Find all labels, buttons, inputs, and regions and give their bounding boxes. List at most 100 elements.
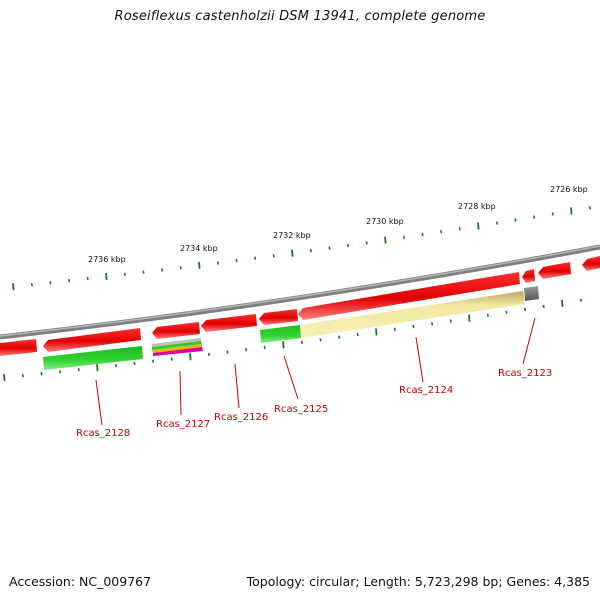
cds-block-yellow[interactable] xyxy=(300,291,525,338)
minor-tick xyxy=(263,345,266,349)
cds-block-multicolor xyxy=(152,338,201,347)
accession-text: Accession: NC_009767 xyxy=(9,574,152,589)
minor-tick xyxy=(21,374,24,378)
gene-arrow[interactable] xyxy=(0,339,37,356)
major-tick xyxy=(189,353,192,361)
kbp-label-2734: 2734 kbp xyxy=(180,244,218,253)
cds-block-multicolor xyxy=(153,347,203,356)
minor-tick xyxy=(133,361,136,366)
minor-tick xyxy=(152,359,155,363)
minor-tick xyxy=(207,352,210,357)
major-tick xyxy=(3,374,6,382)
gene-arrow[interactable] xyxy=(298,272,520,320)
minor-tick xyxy=(216,261,219,265)
minor-tick xyxy=(114,363,117,368)
gene-label-rcas-2126: Rcas_2126 xyxy=(214,412,268,423)
outer-tick-row xyxy=(12,206,591,291)
minor-tick xyxy=(514,218,517,222)
major-tick xyxy=(570,207,573,215)
minor-tick xyxy=(170,357,173,361)
genome-summary-text: Topology: circular; Length: 5,723,298 bp… xyxy=(246,574,590,589)
gene-label-rcas-2125: Rcas_2125 xyxy=(274,404,328,415)
map-title: Roseiflexus castenholzii DSM 13941, comp… xyxy=(114,9,486,24)
minor-tick xyxy=(245,348,248,352)
cds-block-multicolor xyxy=(152,341,202,350)
minor-tick xyxy=(319,338,322,342)
minor-tick xyxy=(338,335,341,339)
kbp-label-2730: 2730 kbp xyxy=(366,217,404,226)
major-tick xyxy=(291,249,294,257)
minor-tick xyxy=(431,322,434,326)
minor-tick xyxy=(59,370,62,374)
minor-tick xyxy=(486,313,489,317)
gene-label-rcas-2123: Rcas_2123 xyxy=(498,368,552,379)
minor-tick xyxy=(161,268,164,272)
cds-track xyxy=(43,286,539,370)
inner-tick-row xyxy=(3,298,582,382)
gene-arrow[interactable] xyxy=(152,322,200,339)
minor-tick xyxy=(254,256,257,260)
major-tick xyxy=(12,283,15,291)
minor-tick xyxy=(77,368,80,372)
minor-tick xyxy=(300,340,303,345)
gene-track xyxy=(0,256,600,356)
minor-tick xyxy=(551,212,554,216)
minor-tick xyxy=(393,327,396,331)
gene-arrow[interactable] xyxy=(43,328,141,352)
gene-arrow[interactable] xyxy=(259,309,298,325)
major-tick xyxy=(96,364,99,372)
minor-tick xyxy=(421,232,424,237)
major-tick xyxy=(561,299,564,307)
minor-tick xyxy=(440,230,443,234)
kbp-label-2732: 2732 kbp xyxy=(273,231,311,240)
leader-line xyxy=(179,370,182,416)
leader-line xyxy=(415,336,424,383)
minor-tick xyxy=(347,243,350,248)
minor-tick xyxy=(533,215,536,219)
gene-label-rcas-2127: Rcas_2127 xyxy=(156,419,210,430)
cds-block-green[interactable] xyxy=(260,325,301,343)
cds-block-green[interactable] xyxy=(43,346,143,370)
major-tick xyxy=(198,261,201,269)
minor-tick xyxy=(123,272,126,277)
kbp-label-2736: 2736 kbp xyxy=(88,255,126,264)
kbp-label-2728: 2728 kbp xyxy=(458,202,496,211)
minor-tick xyxy=(458,227,461,231)
minor-tick xyxy=(226,350,229,354)
major-tick xyxy=(468,314,471,322)
minor-tick xyxy=(328,246,331,250)
major-tick xyxy=(477,222,480,230)
minor-tick xyxy=(86,276,89,281)
minor-tick xyxy=(579,298,582,302)
leader-line xyxy=(234,363,240,409)
minor-tick xyxy=(524,307,527,312)
leader-line xyxy=(283,355,299,400)
minor-tick xyxy=(365,241,368,245)
major-tick xyxy=(282,341,285,349)
minor-tick xyxy=(30,283,33,287)
leader-line xyxy=(95,379,103,426)
minor-tick xyxy=(505,310,508,314)
minor-tick xyxy=(356,332,359,337)
leader-line xyxy=(522,317,536,365)
minor-tick xyxy=(588,206,591,210)
minor-tick xyxy=(142,270,145,274)
kbp-label-2726: 2726 kbp xyxy=(550,185,588,194)
minor-tick xyxy=(309,249,312,253)
gene-arrow[interactable] xyxy=(522,269,535,283)
cds-block-gray[interactable] xyxy=(524,286,539,301)
gene-label-rcas-2128: Rcas_2128 xyxy=(76,428,130,439)
gene-arrow[interactable] xyxy=(538,262,571,279)
cds-block-multicolor xyxy=(152,344,202,353)
major-tick xyxy=(384,236,387,244)
gene-arrow[interactable] xyxy=(201,314,257,332)
minor-tick xyxy=(49,281,52,285)
gene-arrow[interactable] xyxy=(582,256,600,271)
major-tick xyxy=(375,328,378,336)
minor-tick xyxy=(402,235,405,240)
minor-tick xyxy=(449,319,452,323)
minor-tick xyxy=(542,304,545,309)
minor-tick xyxy=(68,279,71,283)
minor-tick xyxy=(495,221,498,225)
